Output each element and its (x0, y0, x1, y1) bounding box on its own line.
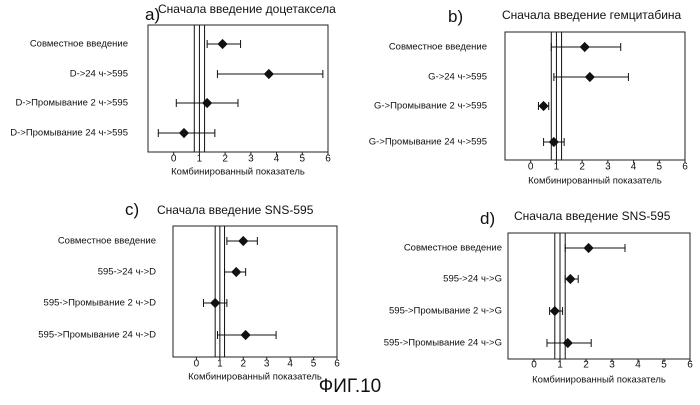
x-tick-label: 0 (194, 359, 200, 370)
x-tick-label: 4 (274, 154, 280, 165)
row-label: G->24 ч->595 (428, 72, 487, 83)
row-label: Совместное введение (404, 243, 502, 254)
panel-title: Сначала введение гемцитабина (502, 8, 682, 22)
row-label: 595->Промывание 2 ч->G (389, 306, 502, 317)
x-tick-label: 0 (171, 154, 177, 165)
row-label: 595->Промывание 2 ч->D (44, 298, 157, 309)
estimate-diamond (566, 275, 575, 284)
x-tick-label: 4 (635, 360, 641, 371)
x-tick-label: 6 (682, 162, 688, 173)
row-label: 595->24 ч->G (443, 274, 502, 285)
row-label: D->24 ч->595 (70, 69, 128, 80)
plot-frame (508, 233, 690, 359)
panel-label: c) (125, 200, 139, 219)
x-tick-label: 5 (661, 360, 667, 371)
x-tick-label: 4 (287, 359, 293, 370)
estimate-diamond (585, 73, 594, 82)
x-tick-label: 1 (554, 162, 560, 173)
row-label: 595->Промывание 24 ч->G (384, 338, 502, 349)
x-tick-label: 0 (531, 360, 537, 371)
row-label: Совместное введение (389, 42, 487, 53)
x-tick-label: 6 (334, 359, 340, 370)
x-tick-label: 2 (241, 359, 247, 370)
forest-panel-c: c)Сначала введение SNS-5950123456Комбини… (38, 200, 340, 383)
figure-canvas: a)Сначала введение доцетаксела0123456Ком… (0, 0, 700, 405)
x-tick-label: 5 (311, 359, 317, 370)
x-tick-label: 5 (300, 154, 306, 165)
row-label: D->Промывание 2 ч->595 (16, 98, 128, 109)
row-label: 595->24 ч->D (98, 267, 156, 278)
x-tick-label: 1 (197, 154, 203, 165)
x-tick-label: 1 (557, 360, 563, 371)
plot-frame (173, 226, 337, 357)
x-tick-label: 1 (217, 359, 223, 370)
estimate-diamond (241, 331, 250, 340)
row-label: Совместное введение (58, 236, 156, 247)
estimate-diamond (180, 129, 189, 138)
x-tick-label: 5 (657, 162, 663, 173)
panel-label: b) (448, 7, 463, 26)
x-tick-label: 6 (687, 360, 693, 371)
row-label: G->Промывание 24 ч->595 (369, 137, 487, 148)
forest-panel-a: a)Сначала введение доцетаксела0123456Ком… (10, 2, 336, 177)
figure-caption: ФИГ.10 (0, 376, 700, 398)
x-tick-label: 3 (609, 360, 615, 371)
forest-panel-d: d)Сначала введение SNS-5950123456Комбини… (384, 209, 694, 386)
x-tick-label: 3 (605, 162, 611, 173)
estimate-diamond (218, 40, 227, 49)
plot-frame (505, 32, 685, 160)
panel-title: Сначала введение SNS-595 (514, 209, 671, 223)
forest-panel-b: b) Сначала введение гемцитабина 0 1 2 3 4 5 6 Ком… (369, 7, 689, 187)
row-label: 595->Промывание 24 ч->D (38, 330, 156, 341)
estimate-diamond (232, 268, 241, 277)
x-tick-label: 2 (579, 162, 585, 173)
row-label: G->Промывание 2 ч->595 (374, 101, 487, 112)
x-axis-label: Комбинированный показатель (528, 176, 662, 187)
panel-title: Сначала введение доцетаксела (158, 2, 336, 16)
x-tick-label: 4 (631, 162, 637, 173)
row-label: Совместное введение (30, 39, 128, 50)
row-label: D->Промывание 24 ч->595 (10, 128, 128, 139)
estimate-diamond (584, 244, 593, 253)
x-tick-label: 6 (325, 154, 331, 165)
estimate-diamond (264, 70, 273, 79)
x-tick-label: 3 (264, 359, 270, 370)
panel-title: Сначала введение SNS-595 (157, 203, 314, 217)
estimate-diamond (539, 102, 548, 111)
x-tick-label: 3 (248, 154, 254, 165)
estimate-diamond (239, 237, 248, 246)
x-tick-label: 2 (583, 360, 589, 371)
x-axis-label: Комбинированный показатель (171, 167, 305, 178)
x-tick-label: 0 (528, 162, 534, 173)
panel-label: d) (480, 209, 495, 228)
estimate-diamond (580, 43, 589, 52)
x-tick-label: 2 (222, 154, 228, 165)
